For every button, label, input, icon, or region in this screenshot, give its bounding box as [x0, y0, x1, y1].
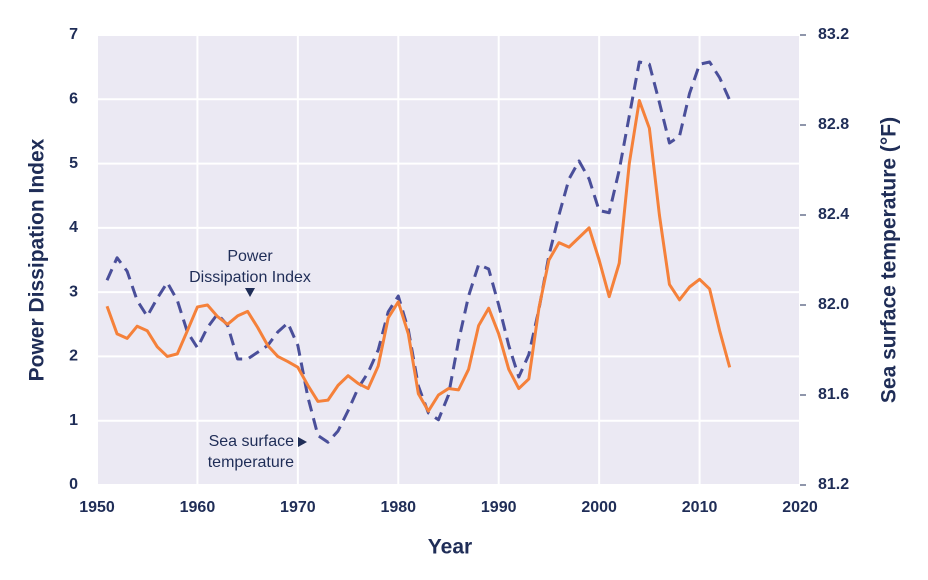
series-annotation: Sea surface	[209, 433, 294, 450]
plot-area	[97, 35, 800, 485]
x-axis-title: Year	[428, 536, 472, 559]
x-tick-label: 1980	[380, 499, 416, 516]
x-tick-label: 2010	[682, 499, 718, 516]
y-tick-label: 6	[69, 91, 78, 108]
y-tick-label: 3	[69, 283, 78, 300]
x-tick-label: 1950	[79, 499, 115, 516]
y2-axis-title: Sea surface temperature (°F)	[878, 117, 901, 403]
series-annotation: Dissipation Index	[189, 269, 311, 286]
series-annotation: temperature	[208, 454, 294, 471]
y-tick-label: 1	[69, 412, 78, 429]
y2-tick-label: 82.0	[818, 296, 849, 313]
y2-tick-label: 83.2	[818, 26, 849, 43]
data-line	[105, 99, 732, 413]
series-annotation: Power	[227, 248, 273, 265]
x-tick-label: 2020	[782, 499, 818, 516]
annotation-arrow	[245, 288, 255, 297]
y2-tick-label: 82.8	[818, 116, 849, 133]
y2-tick-label: 81.6	[818, 386, 849, 403]
x-tick-label: 1960	[180, 499, 216, 516]
y2-tick-label: 82.4	[818, 206, 849, 223]
y-axis-title: Power Dissipation Index	[26, 138, 49, 381]
marks	[105, 60, 732, 444]
x-tick-label: 2000	[581, 499, 617, 516]
y2-tick-label: 81.2	[818, 476, 849, 493]
y-tick-label: 2	[69, 348, 78, 365]
y-tick-label: 0	[69, 476, 78, 493]
x-tick-label: 1970	[280, 499, 316, 516]
y-tick-label: 5	[69, 155, 78, 172]
y-tick-label: 7	[69, 26, 78, 43]
y-tick-label: 4	[69, 219, 78, 236]
annotation-arrow	[298, 437, 307, 447]
x-tick-label: 1990	[481, 499, 517, 516]
